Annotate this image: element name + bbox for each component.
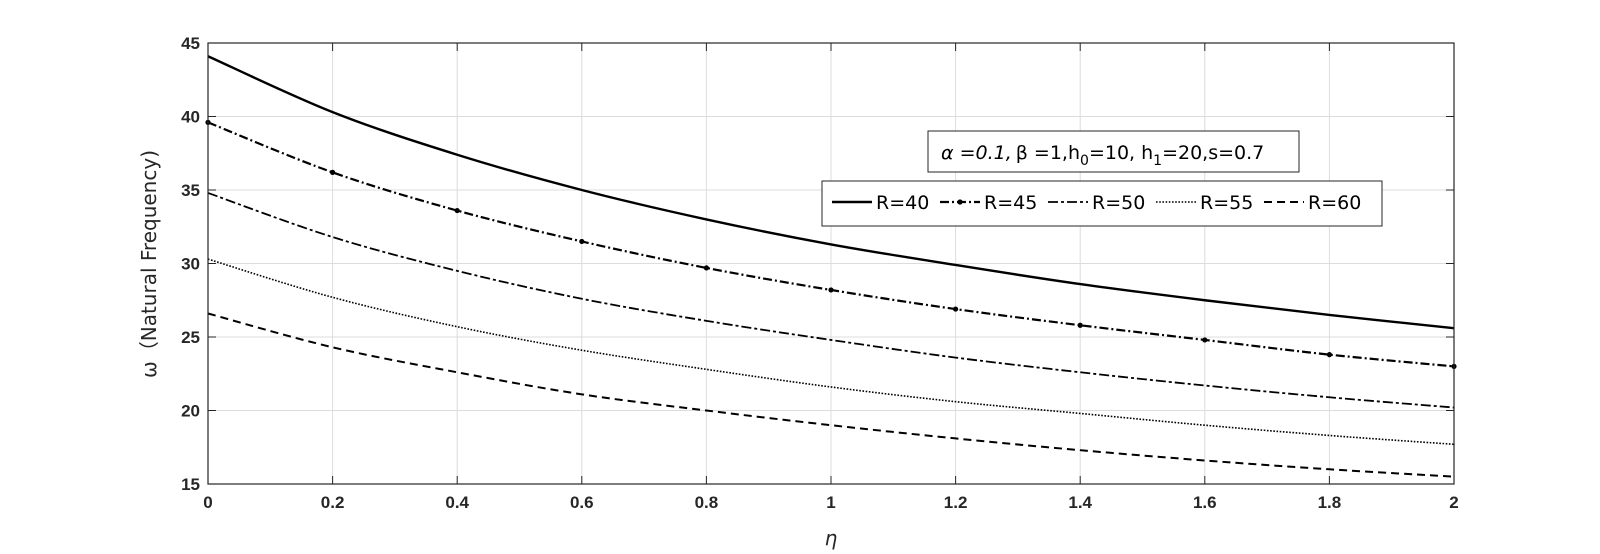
x-tick-label: 1.2	[944, 493, 968, 512]
annotation-beta: β =1,h	[1016, 142, 1080, 164]
series-line	[207, 312, 1455, 478]
x-tick-label: 1	[826, 493, 835, 512]
x-tick-label: 0	[203, 493, 212, 512]
annotation-h0-subscript: 0	[1080, 153, 1089, 169]
legend-label: R=55	[1200, 192, 1253, 214]
y-tick-label: 40	[181, 108, 200, 127]
series-point	[330, 169, 336, 175]
legend-entry: R=55	[1156, 192, 1253, 214]
y-tick-label: 30	[181, 255, 200, 274]
series-line	[207, 55, 1455, 330]
x-tick-label: 1.8	[1318, 493, 1342, 512]
legend-box	[821, 180, 1383, 227]
y-tick-label: 35	[181, 181, 200, 200]
annotation-h0-value: =10, h	[1089, 142, 1153, 164]
x-tick-label: 1.6	[1193, 493, 1217, 512]
y-tick-label: 45	[181, 34, 200, 53]
legend-label: R=50	[1092, 192, 1145, 214]
x-axis-label: η	[825, 526, 838, 550]
series-point	[953, 306, 959, 312]
series-point	[828, 287, 834, 293]
x-tick-label: 2	[1449, 493, 1458, 512]
legend-entry: R=45	[940, 192, 1037, 214]
annotation-text: α =0.1, β =1,h0=10, h1=20,s=0.7	[941, 142, 1264, 169]
x-tick-label: 1.4	[1068, 493, 1092, 512]
annotation-box	[927, 130, 1300, 173]
series-line	[207, 192, 1455, 409]
legend-entry: R=40	[832, 192, 929, 214]
series-r-50	[207, 192, 1455, 409]
y-axis-label: ω（Natural Frequency)	[137, 150, 161, 378]
series-layer	[205, 55, 1457, 478]
series-line	[207, 258, 1455, 446]
series-r-55	[207, 258, 1455, 446]
annotation-h1-subscript: 1	[1153, 153, 1162, 169]
series-r-45	[205, 119, 1457, 369]
series-point	[703, 265, 710, 271]
y-tick-label: 20	[181, 402, 200, 421]
series-r-40	[207, 55, 1455, 330]
ticks: 0 0.2 0.4 0.6 0.8 1 1.2 1.4 1.6 1.8 2 15 20 25 30 35 40 4…	[181, 34, 1459, 512]
y-tick-label: 15	[181, 475, 200, 494]
x-tick-label: 0.4	[445, 493, 469, 512]
legend-label: R=60	[1308, 192, 1361, 214]
legend-entry: R=50	[1048, 192, 1145, 214]
series-point	[1326, 352, 1332, 358]
legend-entry: R=60	[1264, 192, 1361, 214]
series-r-60	[207, 312, 1455, 478]
legend-marker	[957, 199, 963, 205]
legend: R=40 R=45 R=50 R=55 R=60	[821, 180, 1383, 227]
x-tick-label: 0.6	[570, 493, 594, 512]
series-point	[454, 207, 460, 214]
legend-label: R=40	[876, 192, 929, 214]
x-tick-label: 0.2	[321, 493, 345, 512]
annotation-h1-value: =20,s=0.7	[1162, 142, 1264, 164]
legend-label: R=45	[984, 192, 1037, 214]
parameter-annotation: α =0.1, β =1,h0=10, h1=20,s=0.7	[927, 130, 1300, 173]
x-tick-label: 0.8	[695, 493, 719, 512]
annotation-alpha: α =0.1,	[941, 142, 1012, 164]
y-tick-label: 25	[181, 328, 200, 347]
series-point	[1077, 322, 1083, 328]
series-point	[1202, 337, 1208, 343]
series-point	[579, 238, 585, 245]
